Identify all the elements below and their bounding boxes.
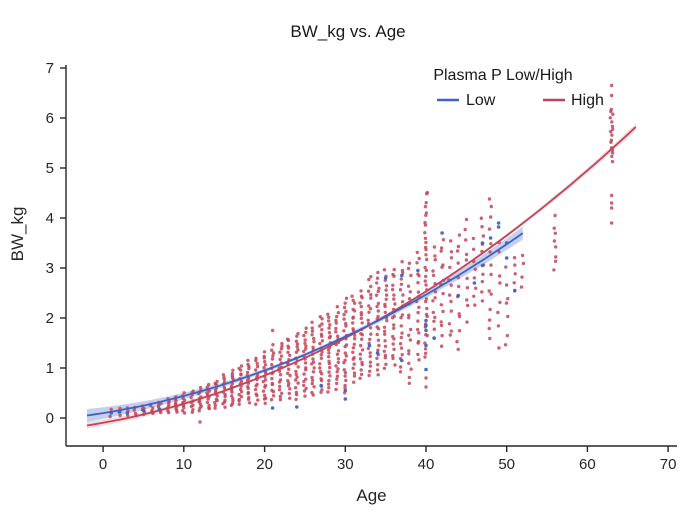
trend-line-high (86, 126, 637, 427)
scatter-points-high (108, 83, 615, 424)
svg-text:10: 10 (175, 456, 192, 473)
svg-text:3: 3 (46, 260, 54, 277)
svg-text:2: 2 (46, 310, 54, 327)
svg-text:70: 70 (660, 456, 677, 473)
svg-text:1: 1 (46, 360, 54, 377)
axes-spines (65, 65, 677, 447)
x-axis-label: Age (356, 486, 386, 505)
y-axis: 0 1 2 3 4 5 6 7 (46, 60, 66, 427)
svg-text:6: 6 (46, 110, 54, 127)
legend-label-low: Low (466, 92, 496, 109)
svg-text:40: 40 (418, 456, 435, 473)
legend-title: Plasma P Low/High (433, 67, 572, 84)
confidence-band-low (87, 226, 523, 422)
trend-line-low (86, 232, 524, 417)
legend-label-high: High (571, 92, 604, 109)
chart-title: BW_kg vs. Age (290, 22, 406, 41)
svg-text:60: 60 (579, 456, 596, 473)
legend: Plasma P Low/High Low High (433, 67, 604, 109)
svg-text:0: 0 (46, 410, 54, 427)
svg-text:0: 0 (99, 456, 107, 473)
svg-text:7: 7 (46, 60, 54, 77)
confidence-band-high (87, 123, 636, 429)
svg-text:30: 30 (337, 456, 354, 473)
svg-text:20: 20 (256, 456, 273, 473)
x-axis: 0 10 20 30 40 50 60 70 (99, 446, 677, 473)
svg-text:50: 50 (498, 456, 515, 473)
y-axis-label: BW_kg (8, 207, 27, 262)
svg-text:4: 4 (46, 210, 54, 227)
svg-text:5: 5 (46, 160, 54, 177)
